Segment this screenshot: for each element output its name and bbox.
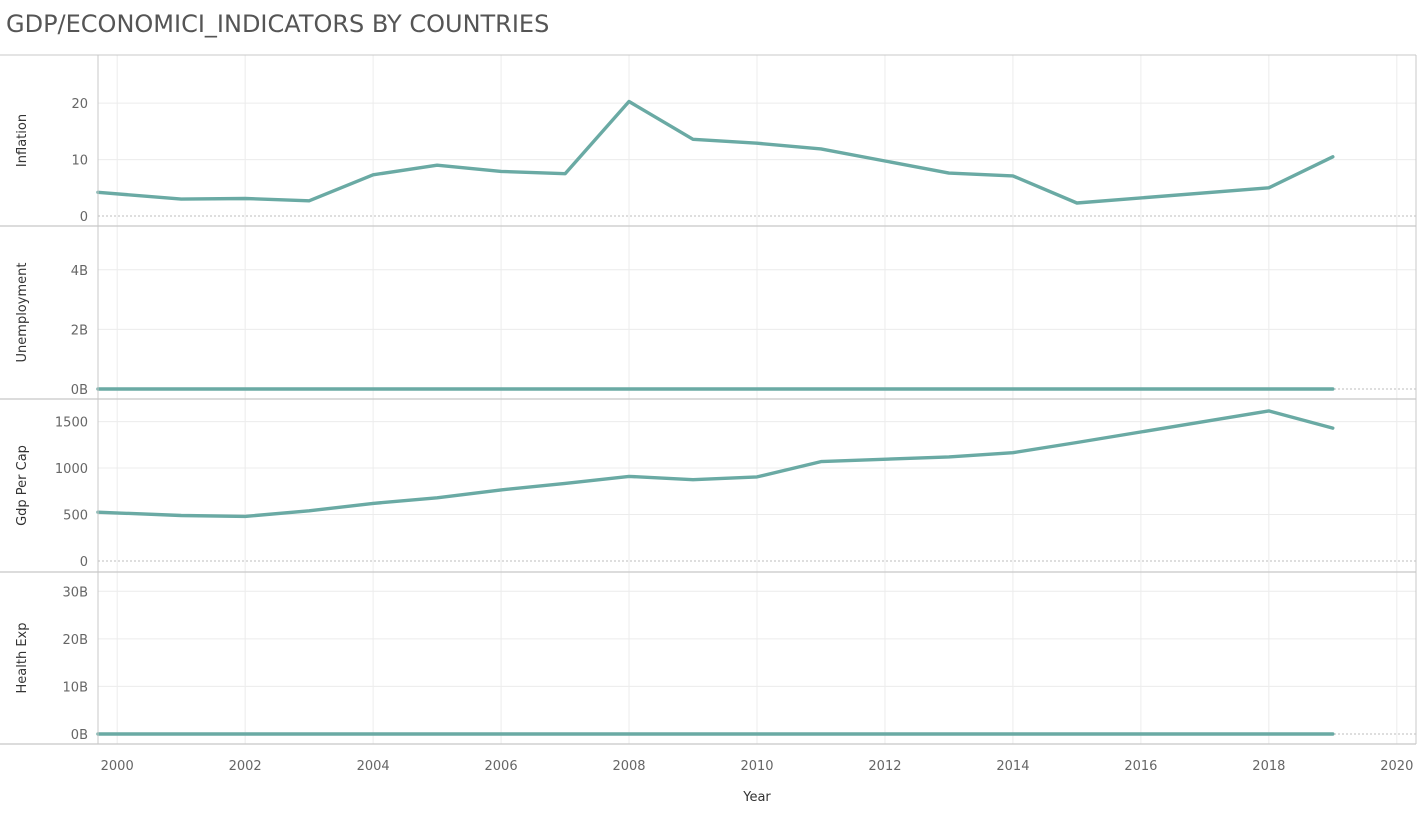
y-tick-label: 2B: [71, 323, 88, 338]
x-tick-label: 2006: [485, 759, 518, 774]
x-tick-label: 2000: [101, 759, 134, 774]
y-tick-label: 0: [80, 555, 88, 570]
x-tick-label: 2020: [1380, 759, 1413, 774]
y-tick-label: 10: [71, 154, 88, 169]
x-tick-label: 2012: [868, 759, 901, 774]
y-tick-label: 1500: [55, 416, 88, 431]
y-tick-label: 30B: [63, 585, 88, 600]
y-axis-label: Unemployment: [15, 263, 30, 363]
y-tick-label: 0B: [71, 728, 88, 743]
y-tick-label: 4B: [71, 264, 88, 279]
y-axis-label: Gdp Per Cap: [15, 445, 30, 526]
x-tick-label: 2016: [1124, 759, 1157, 774]
x-tick-label: 2014: [996, 759, 1029, 774]
y-tick-label: 20: [71, 97, 88, 112]
x-axis-label: Year: [742, 790, 771, 805]
y-tick-label: 10B: [63, 680, 88, 695]
y-axis-label: Inflation: [15, 114, 30, 167]
y-tick-label: 0B: [71, 383, 88, 398]
x-tick-label: 2008: [612, 759, 645, 774]
y-tick-label: 1000: [55, 462, 88, 477]
y-tick-label: 20B: [63, 633, 88, 648]
page-title: GDP/ECONOMICI_INDICATORS BY COUNTRIES: [6, 10, 550, 38]
x-tick-label: 2002: [229, 759, 262, 774]
series-line: [96, 409, 1335, 519]
y-axis-label: Health Exp: [15, 623, 30, 694]
y-tick-label: 500: [63, 509, 88, 524]
x-tick-label: 2010: [740, 759, 773, 774]
x-tick-label: 2018: [1252, 759, 1285, 774]
y-tick-label: 0: [80, 210, 88, 225]
series-line: [96, 99, 1335, 205]
x-tick-label: 2004: [357, 759, 390, 774]
